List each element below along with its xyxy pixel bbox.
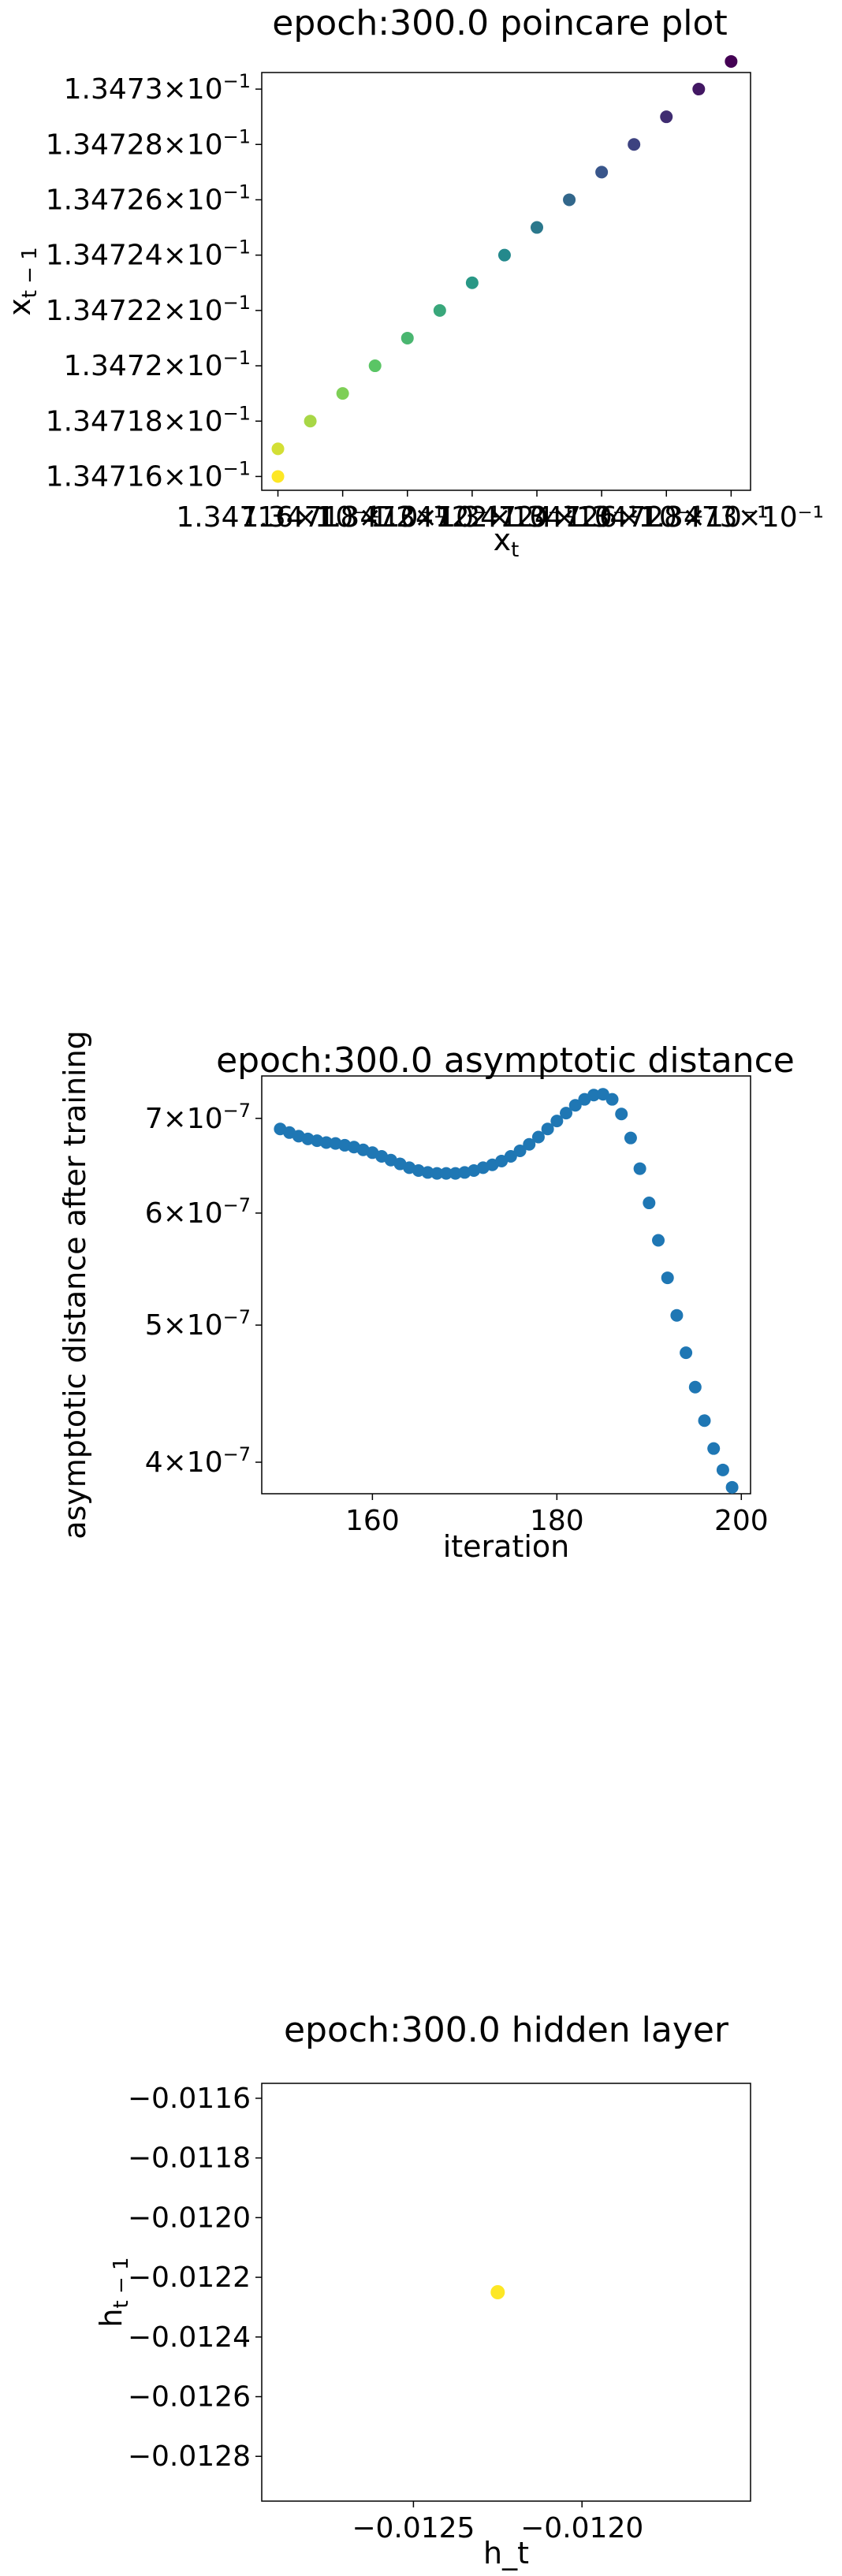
- poincare-chart: epoch:300.0 poincare plot 1.34716×10−11.…: [2, 3, 824, 562]
- chart1-point: [692, 83, 705, 95]
- chart2-point: [643, 1197, 655, 1209]
- chart1-point: [434, 304, 446, 317]
- chart1-point: [531, 221, 543, 234]
- chart1-xtick-label: 1.3473×10⁻¹: [639, 501, 824, 534]
- chart3-ytick-label: −0.0126: [128, 2381, 251, 2414]
- chart1-point: [337, 387, 349, 400]
- chart3-points: [490, 2285, 505, 2299]
- chart2-point: [615, 1107, 628, 1120]
- chart1-point: [466, 277, 479, 289]
- chart1-point: [401, 332, 414, 344]
- chart2-y-ticks: 4×10−7 5×10−7 6×10−7 7×10−7: [145, 1100, 262, 1479]
- chart1-point: [272, 470, 285, 482]
- chart3-ylabel: ht − 1: [94, 2257, 133, 2327]
- chart1-point: [272, 442, 285, 455]
- chart2-xtick-label: 200: [714, 1505, 769, 1537]
- chart1-ytick-label: 1.3473×10−1: [64, 70, 251, 106]
- chart1-point: [595, 166, 608, 178]
- chart2-point: [707, 1442, 720, 1455]
- chart1-point: [725, 55, 737, 68]
- chart3-ytick-label: −0.0122: [128, 2261, 251, 2294]
- chart2-xlabel: iteration: [443, 1529, 570, 1564]
- chart1-point: [628, 138, 640, 151]
- chart1-y-ticks: 1.34716×10−1 1.34718×10−1 1.3472×10−1 1.347…: [46, 70, 262, 493]
- chart3-xtick-label: −0.0125: [352, 2512, 475, 2544]
- chart1-point: [660, 110, 672, 123]
- chart2-ylabel: asymptotic distance after training: [58, 1030, 92, 1539]
- chart2-point: [624, 1132, 637, 1145]
- chart1-ytick-label: 1.34716×10−1: [46, 457, 251, 493]
- chart3-point: [490, 2285, 505, 2299]
- chart2-points: [274, 1088, 738, 1494]
- chart3-y-ticks: −0.0116 −0.0118 −0.0120 −0.0122 −0.0124 −0.01…: [128, 2083, 262, 2473]
- chart2-point: [689, 1381, 702, 1394]
- asymptotic-distance-chart: epoch:300.0 asymptotic distance 4×10−7 5×…: [58, 1030, 795, 1564]
- chart1-ytick-label: 1.34726×10−1: [46, 181, 251, 216]
- chart2-ytick-label: 7×10−7: [145, 1100, 251, 1135]
- chart1-point: [369, 359, 382, 372]
- chart1-ytick-label: 1.34724×10−1: [46, 236, 251, 272]
- chart1-ytick-label: 1.34722×10−1: [46, 292, 251, 327]
- chart1-ylabel: xt − 1: [2, 247, 42, 316]
- chart3-ytick-label: −0.0118: [128, 2142, 251, 2175]
- chart1-title: epoch:300.0 poincare plot: [272, 3, 727, 43]
- chart2-ytick-label: 4×10−7: [145, 1443, 251, 1479]
- chart2-point: [634, 1163, 646, 1175]
- chart3-xlabel: h_t: [483, 2536, 529, 2570]
- chart3-ytick-label: −0.0116: [128, 2083, 251, 2115]
- chart1-ytick-label: 1.34718×10−1: [46, 402, 251, 437]
- chart3-ytick-label: −0.0128: [128, 2440, 251, 2473]
- chart1-ytick-label: 1.3472×10−1: [64, 347, 251, 382]
- hidden-layer-chart: epoch:300.0 hidden layer −0.0116−0.0118−…: [94, 2010, 751, 2570]
- chart2-point: [661, 1271, 674, 1284]
- chart2-point: [717, 1464, 729, 1476]
- chart2-xtick-label: 160: [345, 1505, 400, 1537]
- chart2-point: [680, 1346, 692, 1359]
- chart3-ytick-label: −0.0124: [128, 2321, 251, 2354]
- chart2-point: [699, 1414, 711, 1427]
- chart1-point: [498, 249, 511, 262]
- chart3-ytick-label: −0.0120: [128, 2202, 251, 2234]
- chart1-point: [563, 193, 576, 206]
- chart2-title: epoch:300.0 asymptotic distance: [216, 1040, 795, 1081]
- chart1-point: [304, 415, 317, 427]
- chart3-title: epoch:300.0 hidden layer: [284, 2010, 729, 2050]
- chart2-point: [652, 1234, 665, 1246]
- chart2-point: [726, 1481, 739, 1494]
- chart2-point: [606, 1093, 619, 1106]
- chart2-ytick-label: 6×10−7: [145, 1194, 251, 1230]
- chart2-point: [670, 1309, 683, 1322]
- chart3-xtick-label: −0.0120: [520, 2512, 643, 2544]
- chart1-points: [272, 55, 738, 482]
- chart3-plot-area: [262, 2083, 751, 2501]
- chart1-ytick-label: 1.34728×10−1: [46, 125, 251, 161]
- chart2-ytick-label: 5×10−7: [145, 1306, 251, 1342]
- chart1-plot-area: [262, 73, 751, 490]
